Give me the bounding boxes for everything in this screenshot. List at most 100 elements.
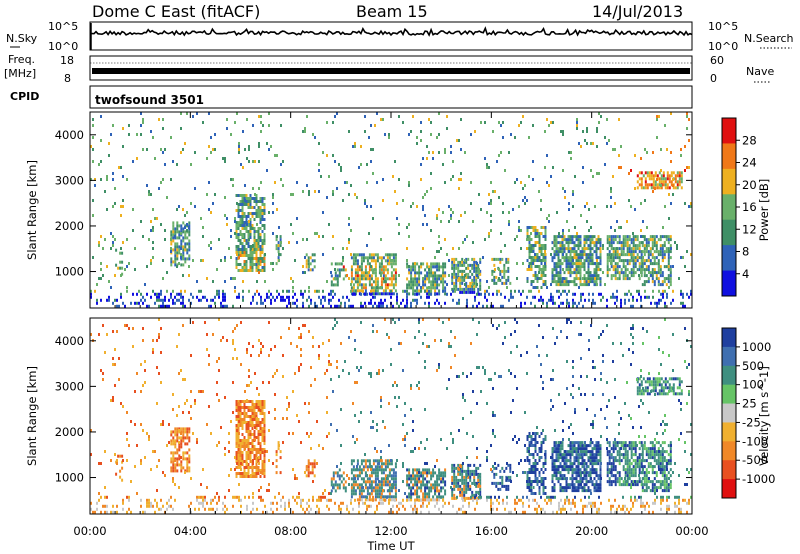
range-cell <box>467 496 470 500</box>
range-cell <box>584 205 586 208</box>
range-cell <box>453 257 456 261</box>
range-cell <box>170 292 172 296</box>
range-cell <box>475 469 478 473</box>
range-cell <box>499 487 502 491</box>
range-cell <box>186 451 189 455</box>
range-cell <box>612 250 615 254</box>
range-cell <box>618 453 621 457</box>
range-cell <box>180 245 183 249</box>
range-cell <box>338 271 341 275</box>
range-cell <box>524 301 526 305</box>
range-cell <box>364 202 366 205</box>
range-cell <box>672 178 674 181</box>
range-cell <box>450 217 452 220</box>
range-cell <box>505 487 508 491</box>
range-cell <box>676 171 679 175</box>
range-cell <box>478 301 480 305</box>
range-cell <box>638 177 641 181</box>
range-cell <box>424 289 426 293</box>
range-cell <box>628 172 630 175</box>
range-cell <box>354 145 356 148</box>
range-cell <box>366 489 369 493</box>
range-cell <box>565 268 568 272</box>
range-cell <box>416 495 419 499</box>
range-cell <box>618 274 621 278</box>
range-cell <box>394 271 397 275</box>
range-cell <box>624 238 627 242</box>
range-cell <box>467 275 470 279</box>
range-cell <box>245 230 248 233</box>
range-cell <box>614 268 617 272</box>
range-cell <box>580 145 582 148</box>
range-cell <box>394 190 396 193</box>
range-cell <box>589 274 592 278</box>
range-cell <box>186 229 188 232</box>
range-cell <box>593 456 596 460</box>
range-cell <box>422 223 424 226</box>
range-cell <box>553 253 556 257</box>
range-cell <box>501 269 504 273</box>
range-cell <box>418 274 421 278</box>
range-cell <box>174 451 177 455</box>
range-cell <box>616 250 619 254</box>
range-cell <box>372 489 375 493</box>
range-cell <box>408 286 411 290</box>
range-cell <box>374 262 377 266</box>
range-cell <box>457 266 460 270</box>
range-cell <box>249 224 252 227</box>
range-cell <box>557 235 560 239</box>
range-cell <box>430 265 433 269</box>
range-cell <box>360 163 362 166</box>
range-cell <box>577 268 580 272</box>
range-cell <box>461 481 464 485</box>
range-cell <box>561 444 564 448</box>
range-cell <box>388 259 391 263</box>
range-cell <box>253 445 256 448</box>
range-cell <box>484 289 486 293</box>
range-cell <box>235 445 238 448</box>
range-cell <box>559 483 562 487</box>
range-cell <box>589 244 592 248</box>
range-cell <box>645 447 648 451</box>
range-cell <box>585 453 588 457</box>
range-cell <box>239 269 242 272</box>
range-cell <box>614 477 617 481</box>
range-cell <box>204 295 206 299</box>
range-cell <box>241 215 244 218</box>
range-cell <box>237 236 240 239</box>
range-cell <box>493 278 496 282</box>
range-cell <box>140 124 142 127</box>
range-cell <box>156 292 158 296</box>
range-cell <box>388 253 391 257</box>
range-cell <box>532 444 535 447</box>
range-cell <box>634 474 637 478</box>
range-cell <box>360 292 362 296</box>
range-cell <box>410 265 413 269</box>
range-cell <box>610 235 613 239</box>
range-cell <box>364 465 367 469</box>
range-cell <box>534 462 537 465</box>
range-cell <box>235 433 238 436</box>
range-cell <box>308 265 310 268</box>
range-cell <box>128 124 130 127</box>
range-cell <box>479 287 482 291</box>
range-cell <box>272 196 274 199</box>
range-cell <box>528 253 531 256</box>
range-cell <box>282 289 284 293</box>
range-cell <box>553 262 556 266</box>
range-cell <box>235 224 238 227</box>
range-cell <box>630 271 633 275</box>
range-cell <box>158 295 160 299</box>
range-cell <box>259 475 262 478</box>
range-cell <box>247 433 250 436</box>
range-cell <box>200 289 202 293</box>
range-cell <box>577 253 580 257</box>
range-cell <box>406 477 409 481</box>
range-cell <box>384 274 387 278</box>
range-cell <box>463 260 466 264</box>
range-cell <box>645 265 648 269</box>
y-tick-label: 3000 <box>55 173 84 187</box>
range-cell <box>184 304 186 308</box>
range-cell <box>162 118 164 121</box>
range-cell <box>588 208 590 211</box>
